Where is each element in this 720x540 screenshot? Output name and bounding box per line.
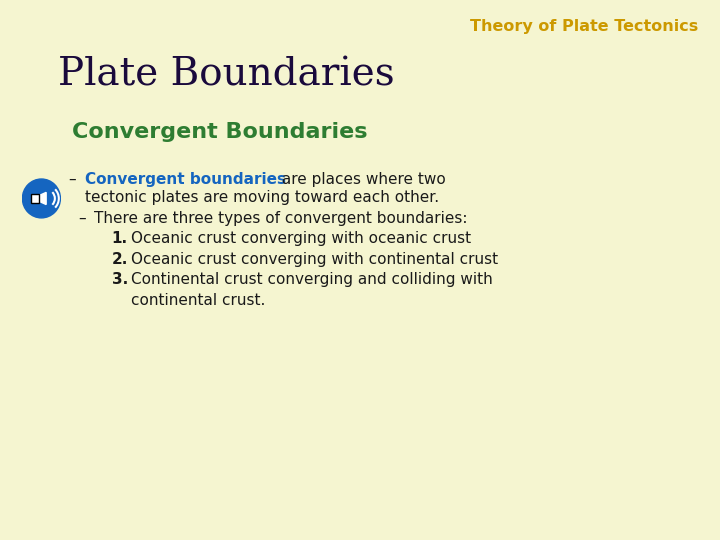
- FancyBboxPatch shape: [32, 194, 39, 202]
- Text: Theory of Plate Tectonics: Theory of Plate Tectonics: [470, 19, 698, 34]
- Text: Convergent boundaries: Convergent boundaries: [85, 172, 286, 187]
- Text: Convergent Boundaries: Convergent Boundaries: [72, 122, 367, 141]
- Text: There are three types of convergent boundaries:: There are three types of convergent boun…: [94, 211, 467, 226]
- Text: continental crust.: continental crust.: [131, 293, 266, 308]
- Polygon shape: [32, 192, 46, 205]
- Text: Continental crust converging and colliding with: Continental crust converging and collidi…: [131, 272, 492, 287]
- Text: 3.: 3.: [112, 272, 128, 287]
- Text: –: –: [78, 211, 86, 226]
- Text: –: –: [68, 172, 76, 187]
- Circle shape: [22, 179, 60, 218]
- Text: Oceanic crust converging with oceanic crust: Oceanic crust converging with oceanic cr…: [131, 231, 471, 246]
- Text: 1.: 1.: [112, 231, 127, 246]
- Text: tectonic plates are moving toward each other.: tectonic plates are moving toward each o…: [85, 190, 439, 205]
- Text: Oceanic crust converging with continental crust: Oceanic crust converging with continenta…: [131, 252, 498, 267]
- Text: 2.: 2.: [112, 252, 128, 267]
- Text: Plate Boundaries: Plate Boundaries: [58, 57, 395, 94]
- Text: are places where two: are places where two: [277, 172, 446, 187]
